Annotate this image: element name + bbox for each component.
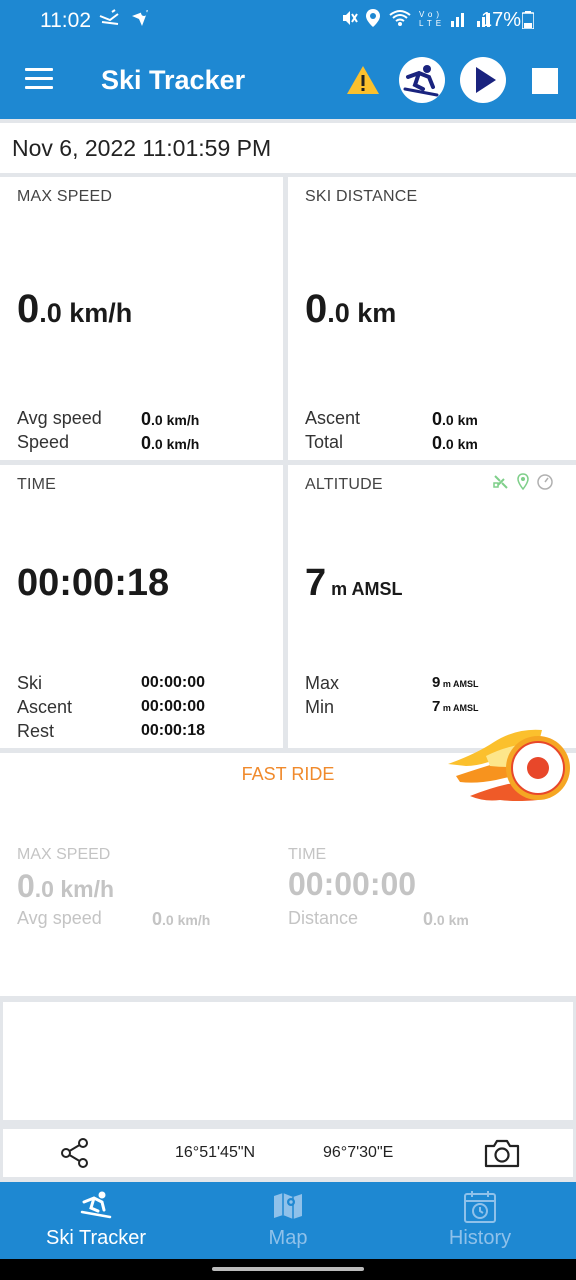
fast-max-speed-value: 0.0 km/h: [17, 868, 115, 904]
skier-notification-icon: [99, 9, 119, 25]
altitude-label: ALTITUDE: [305, 476, 383, 493]
ascent-time-label: Ascent: [17, 697, 73, 717]
ascent-time-value: 00:00:00: [141, 698, 206, 715]
altitude-card[interactable]: ALTITUDE 7 m AMSL Max 9 m AMSL Min 7 m A…: [288, 465, 576, 748]
play-icon: [476, 67, 496, 93]
fast-max-speed-label: MAX SPEED: [17, 846, 111, 863]
ski-distance-card[interactable]: SKI DISTANCE 0.0 km Ascent 0.0 km Total …: [288, 177, 576, 460]
battery-icon: [522, 11, 534, 29]
nav-map[interactable]: Map: [192, 1182, 384, 1259]
fast-ride-title: FAST RIDE: [241, 764, 335, 784]
rest-time-label: Rest: [17, 721, 55, 741]
share-icon[interactable]: [59, 1137, 91, 1169]
warning-icon[interactable]: [346, 64, 380, 96]
altitude-min-label: Min: [305, 697, 335, 717]
nav-map-label: Map: [268, 1227, 308, 1249]
satellite-icon: [493, 475, 508, 489]
total-distance-label: Total: [305, 432, 344, 452]
system-home-bar: [0, 1259, 576, 1280]
mute-icon: [343, 11, 358, 25]
session-datetime-bar: Nov 6, 2022 11:01:59 PM: [0, 123, 576, 173]
max-speed-card[interactable]: MAX SPEED 0.0 km/h Avg speed 0.0 km/h Sp…: [0, 177, 283, 460]
location-bar: 16°51'45"N 96°7'30"E: [3, 1129, 573, 1177]
latitude: 16°51'45"N: [175, 1144, 256, 1161]
skier-icon: [80, 1191, 112, 1219]
speed-value: 0.0 km/h: [141, 433, 200, 453]
rest-time-value: 00:00:18: [141, 722, 206, 739]
longitude: 96°7'30"E: [323, 1144, 394, 1161]
fast-time-value: 00:00:00: [288, 866, 417, 902]
location-icon: [366, 9, 381, 27]
system-icons: Vo)LTE1: [340, 9, 494, 32]
fast-avg-speed-label: Avg speed: [17, 908, 102, 928]
ski-time-label: Ski: [17, 673, 43, 693]
ascent-distance-value: 0.0 km: [432, 409, 478, 429]
camera-icon[interactable]: [483, 1137, 521, 1169]
bottom-navigation: Ski Tracker Map History: [0, 1182, 576, 1259]
altitude-min-value: 7 m AMSL: [432, 698, 479, 715]
signal-2-icon: [477, 13, 491, 27]
svg-text:Vo): Vo): [419, 10, 441, 19]
skier-mode-button[interactable]: [399, 57, 445, 103]
wifi-icon: [389, 10, 411, 26]
volte-icon: Vo)LTE1: [419, 10, 450, 28]
time-value: 00:00:18: [17, 562, 170, 604]
avg-speed-value: 0.0 km/h: [141, 409, 200, 429]
max-speed-value: 0.0 km/h: [17, 287, 133, 331]
app-bar: Ski Tracker: [0, 41, 576, 119]
ski-distance-value: 0.0 km: [305, 287, 397, 331]
record-dot-icon: [527, 757, 549, 779]
gps-pin-icon: [517, 473, 529, 491]
home-indicator[interactable]: [212, 1267, 364, 1271]
status-time: 11:02: [40, 9, 91, 32]
nav-ski-tracker-label: Ski Tracker: [45, 1227, 147, 1249]
battery-percent: 17%: [481, 9, 522, 31]
barometer-icon: [537, 474, 553, 490]
ski-distance-label: SKI DISTANCE: [305, 188, 418, 205]
calendar-history-icon: [464, 1191, 496, 1223]
menu-icon[interactable]: [25, 68, 53, 90]
fast-time-label: TIME: [288, 846, 327, 863]
time-card[interactable]: TIME 00:00:18 Ski 00:00:00 Ascent 00:00:…: [0, 465, 283, 748]
ski-time-value: 00:00:00: [141, 674, 206, 691]
fast-distance-value: 0.0 km: [423, 909, 469, 929]
altitude-max-value: 9 m AMSL: [432, 674, 479, 691]
skier-icon: [403, 65, 439, 97]
notification-icons: [98, 8, 150, 33]
ascent-distance-label: Ascent: [305, 408, 361, 428]
svg-text:LTE1: LTE1: [419, 19, 441, 27]
location-notification-icon: [132, 10, 149, 26]
nav-ski-tracker[interactable]: Ski Tracker: [0, 1182, 192, 1259]
speed-label: Speed: [17, 432, 70, 452]
ad-placeholder: [3, 1002, 573, 1120]
session-datetime: Nov 6, 2022 11:01:59 PM: [12, 135, 272, 161]
avg-speed-label: Avg speed: [17, 408, 102, 428]
fast-avg-speed-value: 0.0 km/h: [152, 909, 211, 929]
total-distance-value: 0.0 km: [432, 433, 478, 453]
map-icon: [274, 1193, 302, 1219]
fast-distance-label: Distance: [288, 908, 359, 928]
nav-history-label: History: [448, 1227, 512, 1249]
time-label: TIME: [17, 476, 57, 493]
altitude-max-label: Max: [305, 673, 340, 693]
stop-button[interactable]: [532, 68, 558, 94]
fast-ride-record-button[interactable]: [446, 726, 570, 810]
signal-icon: [450, 13, 464, 27]
altitude-value: 7 m AMSL: [305, 562, 403, 604]
play-button[interactable]: [460, 57, 506, 103]
max-speed-label: MAX SPEED: [17, 188, 113, 205]
status-bar: 11:02 Vo)LTE1 17%: [0, 0, 576, 41]
nav-history[interactable]: History: [384, 1182, 576, 1259]
app-title: Ski Tracker: [101, 65, 246, 95]
